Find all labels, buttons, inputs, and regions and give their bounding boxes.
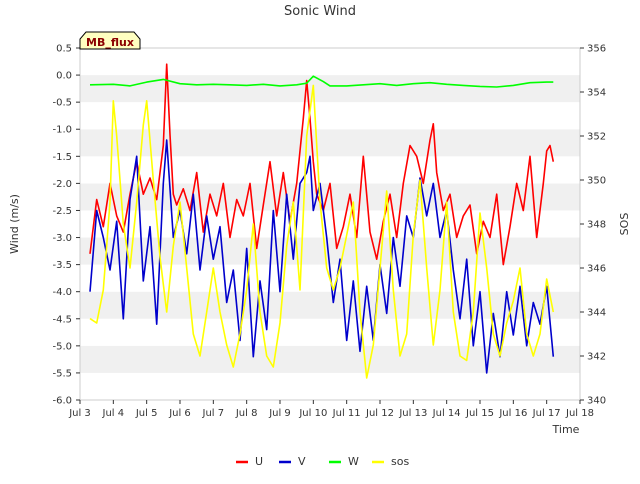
site-badge-label: MB_flux [86,36,134,49]
x-tick-label: Jul 9 [268,408,291,419]
y2-tick-label: 346 [587,264,606,275]
x-tick-label: Jul 10 [298,408,327,419]
y-tick-label: -6.0 [52,396,72,407]
x-tick-label: Jul 8 [235,408,258,419]
y-axis-left: -6.0 -5.5 -5.0 -4.5 -4.0 -3.5 -3.0 -2.5 -2.0 -1.5… [52,44,80,407]
x-tick-label: Jul 5 [135,408,158,419]
legend-label-u: U [255,455,263,468]
y2-tick-label: 348 [587,220,606,231]
y2-tick-label: 356 [587,44,606,55]
y-axis-label: Wind (m/s) [8,194,21,254]
legend-label-w: W [348,455,359,468]
site-badge: MB_flux [79,31,141,50]
y-tick-label: -1.0 [52,125,72,136]
plot-band [80,291,580,319]
site-badge-shape [79,31,141,50]
y-tick-label: 0.5 [56,44,72,55]
y-axis-right: 340 342 344 346 348 350 352 354 356 [580,44,606,407]
y-tick-label: -4.0 [52,287,72,298]
legend-label-sos: sos [391,455,409,468]
y2-axis-label: SOS [618,213,631,236]
y-tick-label: -3.0 [52,233,72,244]
y-tick-label: -4.5 [52,314,72,325]
x-tick-label: Jul 7 [202,408,225,419]
plot-band [80,237,580,265]
y-tick-label: -5.0 [52,341,72,352]
y-tick-label: -0.5 [52,98,72,109]
series-line-sos [89,84,555,379]
y-tick-label: -2.5 [52,206,72,217]
y-tick-label: -5.5 [52,368,72,379]
x-axis-label: Time [552,423,580,436]
y-tick-label: 0.0 [56,71,72,82]
x-tick-label: Jul 3 [68,408,91,419]
x-axis: Jul 3 Jul 4 Jul 5 Jul 6 Jul 7 Jul 8 Jul 9 Jul 1… [68,400,594,419]
y2-tick-label: 340 [587,396,606,407]
x-tick-label: Jul 11 [332,408,361,419]
series-layer [89,63,555,379]
x-tick-label: Jul 17 [532,408,561,419]
plot-bands [80,48,580,400]
plot-band [80,48,580,76]
x-tick-label: Jul 12 [365,408,394,419]
x-tick-label: Jul 15 [465,408,494,419]
y-tick-label: -3.5 [52,260,72,271]
y2-tick-label: 342 [587,352,606,363]
y2-tick-label: 350 [587,176,606,187]
y2-tick-label: 344 [587,308,606,319]
y-tick-label: -1.5 [52,152,72,163]
plot-band [80,102,580,130]
plot-band [80,345,580,373]
x-tick-label: Jul 6 [168,408,191,419]
plot-band [80,129,580,157]
plot-band [80,156,580,184]
x-tick-label: Jul 18 [565,408,594,419]
series-line-w [89,75,554,88]
plot-band [80,372,580,400]
legend-label-v: V [298,455,306,468]
y2-tick-label: 354 [587,88,606,99]
plot-band [80,75,580,103]
x-tick-label: Jul 16 [498,408,527,419]
y-tick-label: -2.0 [52,179,72,190]
x-tick-label: Jul 4 [102,408,125,419]
x-tick-label: Jul 14 [432,408,461,419]
plot-band [80,210,580,238]
y2-tick-label: 352 [587,132,606,143]
series-line-v [89,139,555,374]
x-tick-label: Jul 13 [398,408,427,419]
chart-title: Sonic Wind [284,4,356,19]
